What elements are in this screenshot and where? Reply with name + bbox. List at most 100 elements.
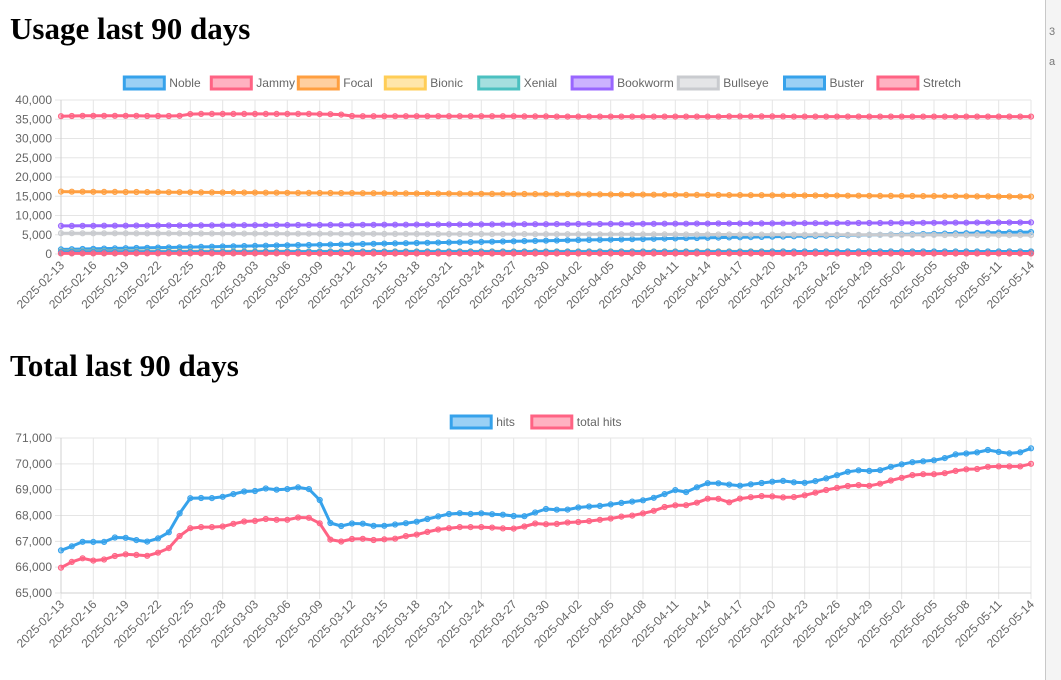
data-point xyxy=(101,112,108,119)
data-point xyxy=(704,231,711,238)
data-point xyxy=(1006,219,1013,226)
data-point xyxy=(198,494,205,502)
legend-label: Stretch xyxy=(923,76,961,90)
total-chart-title: Total last 90 days xyxy=(10,348,239,383)
data-point xyxy=(790,220,798,227)
data-point xyxy=(952,193,959,200)
data-point xyxy=(736,113,744,120)
data-point xyxy=(111,222,119,229)
data-point xyxy=(295,189,302,197)
data-point xyxy=(122,230,129,237)
data-point xyxy=(413,230,420,237)
data-point xyxy=(726,231,733,238)
data-point xyxy=(499,250,506,257)
data-point xyxy=(542,505,550,513)
data-point xyxy=(542,237,550,244)
data-point xyxy=(402,230,409,237)
data-point xyxy=(251,189,259,196)
data-point xyxy=(57,564,65,571)
data-point xyxy=(165,112,172,120)
data-point xyxy=(844,231,851,238)
data-point xyxy=(445,190,453,197)
data-point xyxy=(57,188,65,195)
legend-swatch xyxy=(570,75,614,91)
data-point xyxy=(650,220,657,227)
data-point xyxy=(920,231,927,238)
data-point xyxy=(273,242,280,249)
data-point xyxy=(262,485,269,492)
data-point xyxy=(489,231,496,238)
data-point xyxy=(941,455,948,462)
data-point xyxy=(316,221,323,229)
data-point xyxy=(359,535,366,542)
data-point xyxy=(661,250,668,257)
data-point xyxy=(262,189,269,196)
data-point xyxy=(941,250,948,257)
data-point xyxy=(1027,113,1035,120)
data-point xyxy=(111,112,119,119)
data-point xyxy=(877,192,884,200)
data-point xyxy=(101,222,108,229)
data-point xyxy=(532,191,539,198)
data-point xyxy=(305,514,312,521)
data-point xyxy=(877,250,884,257)
data-point xyxy=(596,236,604,243)
data-point xyxy=(575,231,582,238)
legend-swatch xyxy=(783,75,826,91)
data-point xyxy=(435,221,442,228)
data-point xyxy=(284,222,291,229)
data-point xyxy=(758,250,765,257)
data-point xyxy=(920,471,927,478)
data-point xyxy=(984,193,992,200)
data-point xyxy=(650,113,657,120)
legend-label: Bionic xyxy=(430,76,463,90)
legend-label: total hits xyxy=(577,415,622,429)
data-point xyxy=(176,112,183,119)
data-point xyxy=(230,250,237,257)
data-point xyxy=(381,221,388,228)
data-point xyxy=(241,250,248,257)
data-point xyxy=(963,466,970,473)
data-point xyxy=(995,232,1002,239)
data-point xyxy=(532,231,539,238)
data-point xyxy=(381,230,388,237)
data-point xyxy=(1017,219,1024,226)
data-point xyxy=(68,188,75,195)
data-point xyxy=(586,191,593,198)
adjacent-window-glyph: 3 xyxy=(1049,26,1056,38)
data-point xyxy=(122,188,129,196)
data-point xyxy=(348,520,356,527)
data-point xyxy=(650,494,657,501)
data-point xyxy=(456,230,463,238)
legend-swatch xyxy=(477,75,521,91)
data-point xyxy=(219,222,226,229)
data-point xyxy=(165,545,172,552)
data-point xyxy=(984,113,992,120)
data-point xyxy=(187,525,194,532)
data-point xyxy=(823,250,830,257)
data-point xyxy=(154,250,162,257)
data-point xyxy=(359,250,366,257)
data-point xyxy=(920,193,927,200)
data-point xyxy=(866,482,873,489)
data-point xyxy=(122,534,129,541)
y-tick-label: 66,000 xyxy=(15,560,52,574)
data-point xyxy=(79,250,86,257)
data-point xyxy=(952,219,959,226)
data-point xyxy=(230,520,237,527)
data-point xyxy=(629,498,636,505)
data-point xyxy=(1027,219,1035,226)
data-point xyxy=(542,113,550,120)
data-point xyxy=(510,190,517,198)
data-point xyxy=(424,190,431,197)
data-point xyxy=(693,231,701,238)
data-point xyxy=(586,220,593,228)
data-point xyxy=(435,513,442,520)
data-point xyxy=(877,113,884,120)
data-point xyxy=(974,193,981,200)
data-point xyxy=(607,191,614,198)
data-point xyxy=(855,467,862,474)
data-point xyxy=(359,221,366,228)
data-point xyxy=(909,231,916,238)
data-point xyxy=(144,538,151,545)
